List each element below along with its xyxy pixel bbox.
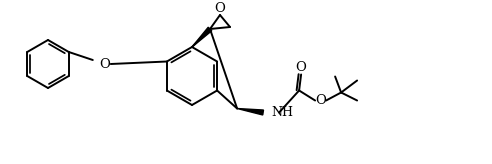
Text: O: O bbox=[296, 61, 307, 74]
Text: O: O bbox=[316, 94, 327, 107]
Text: NH: NH bbox=[271, 106, 293, 119]
Polygon shape bbox=[237, 109, 264, 115]
Text: O: O bbox=[215, 2, 225, 16]
Polygon shape bbox=[192, 27, 212, 47]
Text: O: O bbox=[99, 58, 110, 71]
